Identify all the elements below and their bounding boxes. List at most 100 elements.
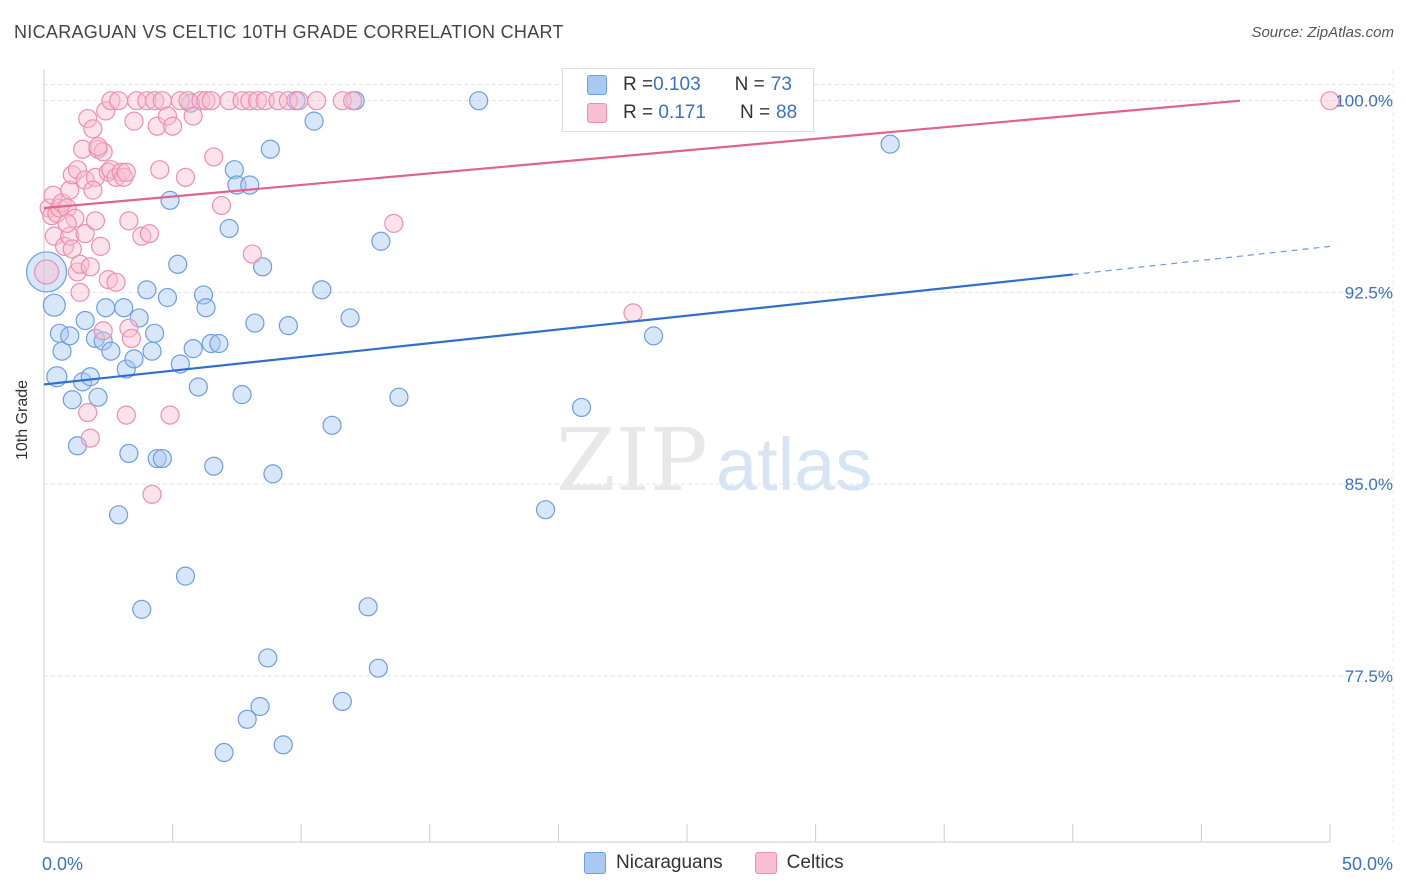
nicaraguans-point [147,448,167,469]
celtics-point [90,236,111,256]
nicaraguans-point [144,323,165,343]
nicaraguans-point [42,293,66,317]
nicaraguans-point [168,254,188,274]
legend-n-label: N = [739,102,771,123]
legend-swatch-pink [587,103,607,123]
legend-row-celtics: R = 0.171 N = 88 [587,101,797,125]
celtics-point [57,213,77,233]
celtics-point [62,165,82,185]
nicaraguans-point [232,385,252,405]
legend-row-nicaraguans: R = 0.103 N = 73 [587,73,792,97]
celtics-point [204,147,224,167]
celtics-point [62,239,82,259]
celtics-point [106,272,126,292]
x-tick-label: 50.0% [1342,854,1393,874]
celtics-point [93,321,113,341]
celtics-point [108,91,129,111]
celtics-point [201,91,221,111]
celtics-point [119,211,139,231]
celtics-point [80,428,100,448]
celtics-point [157,106,178,126]
nicaraguans-point [108,505,129,525]
nicaraguans-point [80,367,100,387]
y-tick-label: 85.0% [1345,475,1393,494]
nicaraguans-point [132,599,152,619]
celtics-point [44,226,64,246]
legend-r-label: R = [623,102,654,123]
celtics-point [78,108,98,129]
nicaraguans-point [124,349,144,369]
nicaraguans-point [129,308,149,328]
celtics-point [60,180,80,200]
gridlines [44,84,1392,677]
celtics-point [211,195,232,216]
nicaraguans-point [571,397,592,418]
nicaraguans-point [340,308,360,328]
nicaraguans-point [75,310,95,331]
celtics-point [332,91,352,111]
nicaraguans-point [25,251,68,293]
x-tick-labels: 0.0% 50.0% [42,854,1393,874]
legend-item-celtics: Celtics [754,852,844,874]
legend-label: Nicaraguans [616,852,723,873]
legend-r-value: 0.171 [653,102,706,123]
nicaraguans-point [85,328,106,349]
nicaraguans-point [142,341,162,361]
celtics-point [623,303,643,323]
nicaraguans-point [219,218,239,239]
celtics-point [111,162,131,182]
nicaraguans-point [278,316,298,336]
legend-n-label: N = [734,74,765,95]
celtics-point [83,119,103,139]
trend-lines [43,99,1331,386]
nicaraguans-point [469,91,489,111]
nicaraguans-point [175,566,196,586]
nicaraguans-point [137,280,157,300]
nicaraguans-point [119,443,139,464]
celtics-point [1320,91,1340,111]
celtics-point [33,259,60,285]
celtics-points [33,91,1340,504]
celtics-point [96,101,116,121]
celtics-point [150,160,170,180]
y-tick-label: 92.5% [1345,283,1393,302]
celtics-point [88,137,108,157]
nicaraguans-point [240,175,260,195]
legend-r-label: R = [623,74,654,95]
celtics-point [78,402,98,423]
celtics-point [170,91,190,111]
nicaraguans-point [62,390,82,410]
celtics-point [307,91,327,111]
celtics-point [67,262,88,282]
celtics-point [147,116,167,136]
nicaraguans-point [88,387,108,407]
y-tick-label: 77.5% [1345,667,1393,686]
nicaraguans-point [371,231,391,251]
celtics-point [70,282,90,302]
celtics-point [67,160,88,180]
celtics-point [106,167,126,187]
nicaraguans-point [160,190,180,210]
nicaraguans-point [332,691,352,712]
legend-r-value: 0.103 [653,74,701,95]
axes [43,70,1394,843]
nicaraguans-point [880,134,900,154]
y-tick-labels: 77.5% 85.0% 92.5% 100.0% [1335,92,1393,686]
celtics-point [85,211,106,231]
legend-item-nicaraguans: Nicaraguans [584,852,723,874]
nicaraguans-point [101,341,121,361]
celtics-point [101,91,121,111]
celtics-point [132,226,152,246]
nicaraguans-point [263,464,283,484]
nicaraguans-point [60,326,80,346]
celtics-point [47,203,67,223]
nicaraguans-point [201,333,221,354]
nicaraguans-point [312,280,332,300]
celtics-point [240,91,260,111]
nicaraguans-point [188,377,208,397]
y-axis-label: 10th Grade [14,379,31,460]
nicaraguans-point [52,341,72,361]
celtics-point [183,106,203,126]
nicaraguans-point [260,139,280,159]
